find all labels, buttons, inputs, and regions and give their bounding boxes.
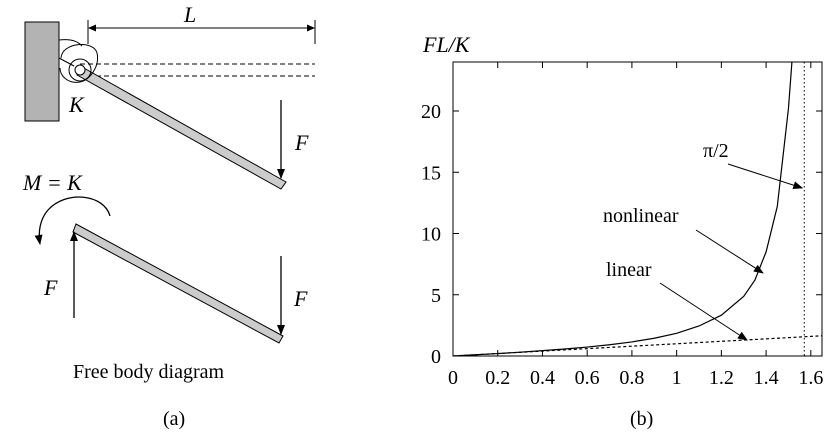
plot-frame xyxy=(452,61,823,357)
label-F-right: F xyxy=(293,286,308,311)
series-line-nonlinear xyxy=(453,62,793,356)
deformed-beam xyxy=(76,66,287,190)
x-tick-label: 0.8 xyxy=(619,367,644,389)
fbd-beam xyxy=(72,223,284,344)
pin-joint xyxy=(74,64,86,76)
panel-b: FL/K 0 0.2 0.4 0.6 0.8 1 1.2 1.4 1.6 0 5 10 15 20 π/2 n… xyxy=(421,32,823,430)
moment-arrow xyxy=(34,196,111,245)
plot-area: 0 0.2 0.4 0.6 0.8 1 1.2 1.4 1.6 0 5 10 15 20 π/2 nonlin… xyxy=(421,61,823,389)
y-tick-label: 15 xyxy=(421,162,441,184)
label-L: L xyxy=(183,2,196,27)
y-tick-label: 20 xyxy=(421,101,441,123)
wall xyxy=(24,21,60,122)
x-tick-label: 0.4 xyxy=(530,367,555,389)
y-tick-label: 0 xyxy=(431,346,441,368)
label-F-top: F xyxy=(294,130,309,155)
annotation-nonlinear-label: nonlinear xyxy=(603,205,679,227)
x-tick-label: 0 xyxy=(448,367,458,389)
annotation-pi-over-2-arrow xyxy=(727,163,804,190)
panel-a: L K F M = K F F Free body diagram (a) xyxy=(22,2,316,430)
annotation-nonlinear-arrow xyxy=(695,229,764,274)
caption-a: (a) xyxy=(163,408,185,430)
spring-coil xyxy=(59,44,99,83)
annotation-pi-over-2-label: π/2 xyxy=(703,140,729,162)
y-axis-label: FL/K xyxy=(422,32,471,57)
y-tick-label: 10 xyxy=(421,224,441,246)
annotation-linear-arrow xyxy=(659,282,748,341)
x-tick-label: 0.6 xyxy=(575,367,600,389)
series-line-linear xyxy=(453,335,822,356)
annotation-linear-label: linear xyxy=(606,259,652,281)
spring-link xyxy=(58,57,75,67)
x-tick-label: 1 xyxy=(672,367,682,389)
x-tick-label: 0.2 xyxy=(485,367,510,389)
label-F-left: F xyxy=(43,275,58,300)
spring-coil-inner xyxy=(68,58,92,82)
caption-b: (b) xyxy=(630,408,653,430)
x-tick-label: 1.6 xyxy=(798,367,823,389)
x-tick-label: 1.4 xyxy=(754,367,779,389)
label-K: K xyxy=(68,92,85,117)
y-tick-label: 5 xyxy=(431,285,441,307)
label-M-eq-K: M = K xyxy=(22,170,83,195)
fbd-caption: Free body diagram xyxy=(73,361,225,383)
x-tick-label: 1.2 xyxy=(709,367,734,389)
